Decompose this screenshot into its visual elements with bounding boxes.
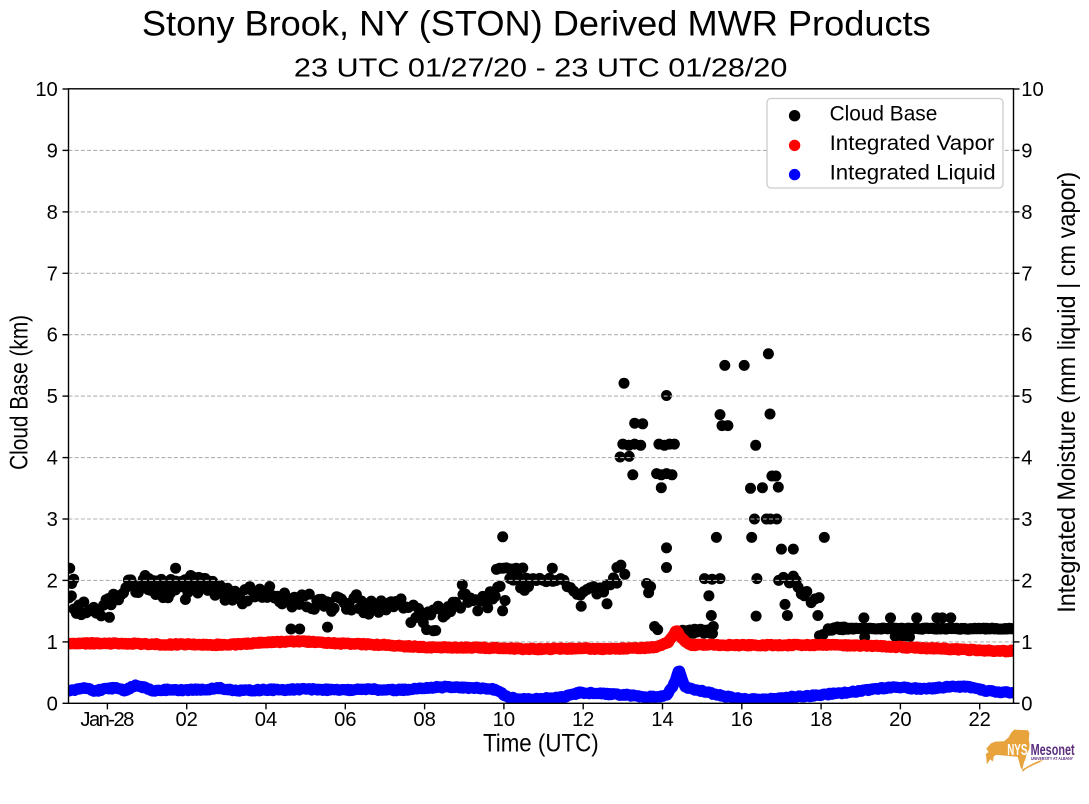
svg-text:3: 3 xyxy=(47,509,58,531)
svg-text:NYS: NYS xyxy=(1007,742,1027,759)
svg-text:1: 1 xyxy=(1021,632,1032,654)
svg-text:8: 8 xyxy=(47,202,58,224)
svg-text:Cloud Base (km): Cloud Base (km) xyxy=(7,315,34,470)
svg-text:08: 08 xyxy=(413,709,435,731)
svg-text:7: 7 xyxy=(47,263,58,285)
svg-text:Integrated Moisture (mm liquid: Integrated Moisture (mm liquid | cm vapo… xyxy=(1054,172,1081,613)
svg-text:6: 6 xyxy=(1021,325,1032,347)
svg-text:4: 4 xyxy=(47,448,58,470)
svg-text:10: 10 xyxy=(35,79,57,101)
svg-text:6: 6 xyxy=(47,325,58,347)
svg-text:Stony Brook, NY (STON) Derived: Stony Brook, NY (STON) Derived MWR Produ… xyxy=(142,4,931,43)
svg-text:Time (UTC): Time (UTC) xyxy=(483,730,599,757)
svg-text:9: 9 xyxy=(47,140,58,162)
svg-text:16: 16 xyxy=(731,709,753,731)
svg-text:7: 7 xyxy=(1021,263,1032,285)
svg-text:0: 0 xyxy=(47,693,58,715)
svg-text:14: 14 xyxy=(651,709,673,731)
svg-text:4: 4 xyxy=(1021,448,1032,470)
svg-text:10: 10 xyxy=(1021,79,1043,101)
svg-text:18: 18 xyxy=(810,709,832,731)
svg-text:0: 0 xyxy=(1021,693,1032,715)
svg-text:3: 3 xyxy=(1021,509,1032,531)
svg-text:Cloud Base: Cloud Base xyxy=(830,100,938,125)
svg-text:Mesonet: Mesonet xyxy=(1031,742,1075,759)
svg-text:2: 2 xyxy=(1021,570,1032,592)
svg-text:5: 5 xyxy=(1021,386,1032,408)
svg-text:22: 22 xyxy=(968,709,990,731)
svg-text:Jan-28: Jan-28 xyxy=(80,709,134,731)
svg-text:5: 5 xyxy=(47,386,58,408)
svg-text:10: 10 xyxy=(493,709,515,731)
svg-text:9: 9 xyxy=(1021,140,1032,162)
svg-text:Integrated Vapor: Integrated Vapor xyxy=(830,130,995,155)
svg-text:8: 8 xyxy=(1021,202,1032,224)
svg-text:12: 12 xyxy=(572,709,594,731)
svg-text:1: 1 xyxy=(47,632,58,654)
svg-text:23 UTC 01/27/20 - 23 UTC 01/28: 23 UTC 01/27/20 - 23 UTC 01/28/20 xyxy=(294,53,788,83)
svg-text:2: 2 xyxy=(47,570,58,592)
svg-text:02: 02 xyxy=(175,709,197,731)
svg-text:04: 04 xyxy=(255,709,277,731)
svg-text:UNIVERSITY AT ALBANY: UNIVERSITY AT ALBANY xyxy=(1031,756,1073,761)
svg-text:20: 20 xyxy=(889,709,911,731)
svg-text:06: 06 xyxy=(334,709,356,731)
svg-text:Integrated Liquid: Integrated Liquid xyxy=(830,160,996,185)
